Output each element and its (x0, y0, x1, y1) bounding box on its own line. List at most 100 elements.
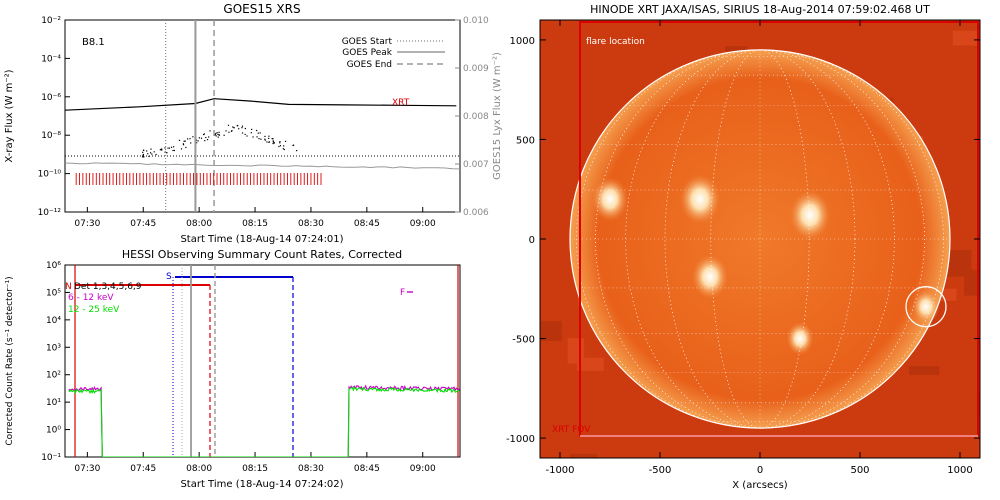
goes-short-channel-point (258, 138, 259, 139)
goes-short-channel-point (197, 140, 198, 141)
goes-short-channel-point (179, 140, 180, 141)
xrt-ytick-label: 0 (529, 235, 535, 246)
hessi-legend-low: 6 - 12 keV (68, 293, 114, 303)
goes-ytick-label: 10⁻⁶ (41, 93, 61, 103)
xrt-ytick-label: -1000 (506, 434, 535, 445)
hessi-panel: HESSI Observing Summary Count Rates, Cor… (5, 248, 460, 490)
goes-short-channel-point (231, 131, 232, 132)
hessi-ytick-label: 10⁶ (46, 261, 61, 271)
goes-short-channel-point (242, 132, 243, 133)
xrt-xtick-label: 500 (850, 465, 869, 476)
goes-short-channel-point (252, 136, 253, 137)
goes-short-channel-point (264, 139, 265, 140)
goes-legend-peak: GOES Peak (342, 48, 392, 58)
goes-short-channel-point (143, 154, 144, 155)
hessi-ytick-label: 10¹ (46, 398, 61, 408)
hessi-xtick-label: 08:30 (298, 464, 324, 474)
goes-short-channel-point (266, 141, 267, 142)
goes-short-channel-point (199, 137, 200, 138)
goes-short-channel-point (251, 129, 252, 130)
goes-short-channel-point (228, 132, 229, 133)
hessi-ytick-label: 10⁻¹ (41, 453, 61, 463)
goes-xtick-label: 07:45 (130, 219, 156, 229)
goes-short-channel-point (279, 141, 280, 142)
hessi-title: HESSI Observing Summary Count Rates, Cor… (122, 248, 402, 261)
hessi-ylabel: Corrected Count Rate (s⁻¹ detector⁻¹) (5, 276, 15, 445)
goes-short-channel-point (183, 143, 184, 144)
goes-short-channel-point (187, 138, 188, 139)
goes-legend-start: GOES Start (342, 37, 393, 47)
goes-short-channel-point (209, 130, 210, 131)
goes-ytick-right-label: 0.010 (463, 16, 489, 26)
goes-short-channel-point (161, 149, 162, 150)
xrt-ytick-label: 1000 (510, 36, 535, 47)
hessi-series-high-energy (69, 388, 460, 458)
goes-short-channel-point (256, 130, 257, 131)
xrt-background-block (909, 366, 939, 375)
goes-short-channel-point (285, 141, 286, 142)
goes-short-channel-point (242, 126, 243, 127)
goes-short-channel-point (192, 136, 193, 137)
hessi-legend-det: Det 1,3,4,5,6,9 (74, 282, 142, 292)
goes-short-channel-point (234, 127, 235, 128)
goes-ytick-right-label: 0.007 (463, 160, 489, 170)
goes-short-channel-point (173, 146, 174, 147)
goes-short-channel-point (167, 147, 168, 148)
xrt-xtick-label: -500 (649, 465, 672, 476)
xrt-panel: HINODE XRT JAXA/ISAS, SIRIUS 18-Aug-2014… (506, 3, 1000, 491)
goes-short-channel-point (278, 146, 279, 147)
goes-xtick-label: 09:00 (410, 219, 436, 229)
goes-short-channel-point (205, 137, 206, 138)
goes-short-channel-point (150, 152, 151, 153)
hessi-xtick-label: 07:45 (130, 464, 156, 474)
hessi-xtick-label: 08:45 (354, 464, 380, 474)
xrt-active-region (787, 322, 814, 355)
xrt-ytick-label: 500 (516, 135, 535, 146)
goes-ylabel-left: X-ray Flux (W m⁻²) (4, 69, 15, 162)
xrt-active-region (692, 255, 728, 299)
goes-short-channel-point (260, 139, 261, 140)
goes-ytick-label: 10⁻¹² (38, 208, 62, 218)
goes-short-channel-point (142, 152, 143, 153)
goes-short-channel-point (219, 135, 220, 136)
goes-short-channel-point (245, 134, 246, 135)
goes-xtick-label: 08:30 (298, 219, 324, 229)
goes-ytick-right-label: 0.008 (463, 112, 489, 122)
goes-short-channel-point (204, 140, 205, 141)
goes-ytick-label: 10⁻¹⁰ (38, 170, 62, 180)
goes-lyman-alpha-line (65, 163, 460, 169)
goes-short-channel-point (174, 150, 175, 151)
goes-short-channel-point (166, 152, 167, 153)
goes-short-channel-point (296, 150, 297, 151)
goes-class-label: B8.1 (82, 37, 105, 48)
goes-short-channel-point (268, 138, 269, 139)
goes-ytick-right-label: 0.006 (463, 208, 489, 218)
goes-short-channel-point (272, 143, 273, 144)
goes-short-channel-point (268, 142, 269, 143)
hessi-legend: Det 1,3,4,5,6,9 6 - 12 keV 12 - 25 keV (68, 282, 142, 315)
goes-short-channel-point (216, 135, 217, 136)
goes-short-channel-point (164, 147, 165, 148)
xrt-xtick-label: 1000 (947, 465, 972, 476)
goes-short-channel-point (246, 135, 247, 136)
goes-short-channel-point (245, 128, 246, 129)
hessi-x-axis: 07:30 07:45 08:00 08:15 08:30 08:45 09:00 (74, 452, 436, 474)
hessi-xtick-label: 07:30 (74, 464, 100, 474)
goes-short-channel-point (273, 141, 274, 142)
goes-short-channel-point (169, 148, 170, 149)
hessi-ytick-label: 10³ (46, 343, 61, 353)
goes-plot-frame (65, 20, 460, 212)
goes-xrt-label: XRT (392, 98, 410, 108)
hessi-f-label: F (400, 288, 405, 298)
goes-short-channel-point (172, 150, 173, 151)
goes-ytick-right-label: 0.009 (463, 64, 489, 74)
goes-short-channel-point (264, 136, 265, 137)
goes-short-channel-point (217, 134, 218, 135)
goes-short-channel-point (154, 151, 155, 152)
xrt-background-block (568, 338, 585, 363)
goes-short-channel-point (143, 150, 144, 151)
goes-short-channel-point (147, 153, 148, 154)
xrt-active-region (680, 174, 721, 224)
goes-short-channel-point (272, 138, 273, 139)
goes-short-channel-point (279, 142, 280, 143)
